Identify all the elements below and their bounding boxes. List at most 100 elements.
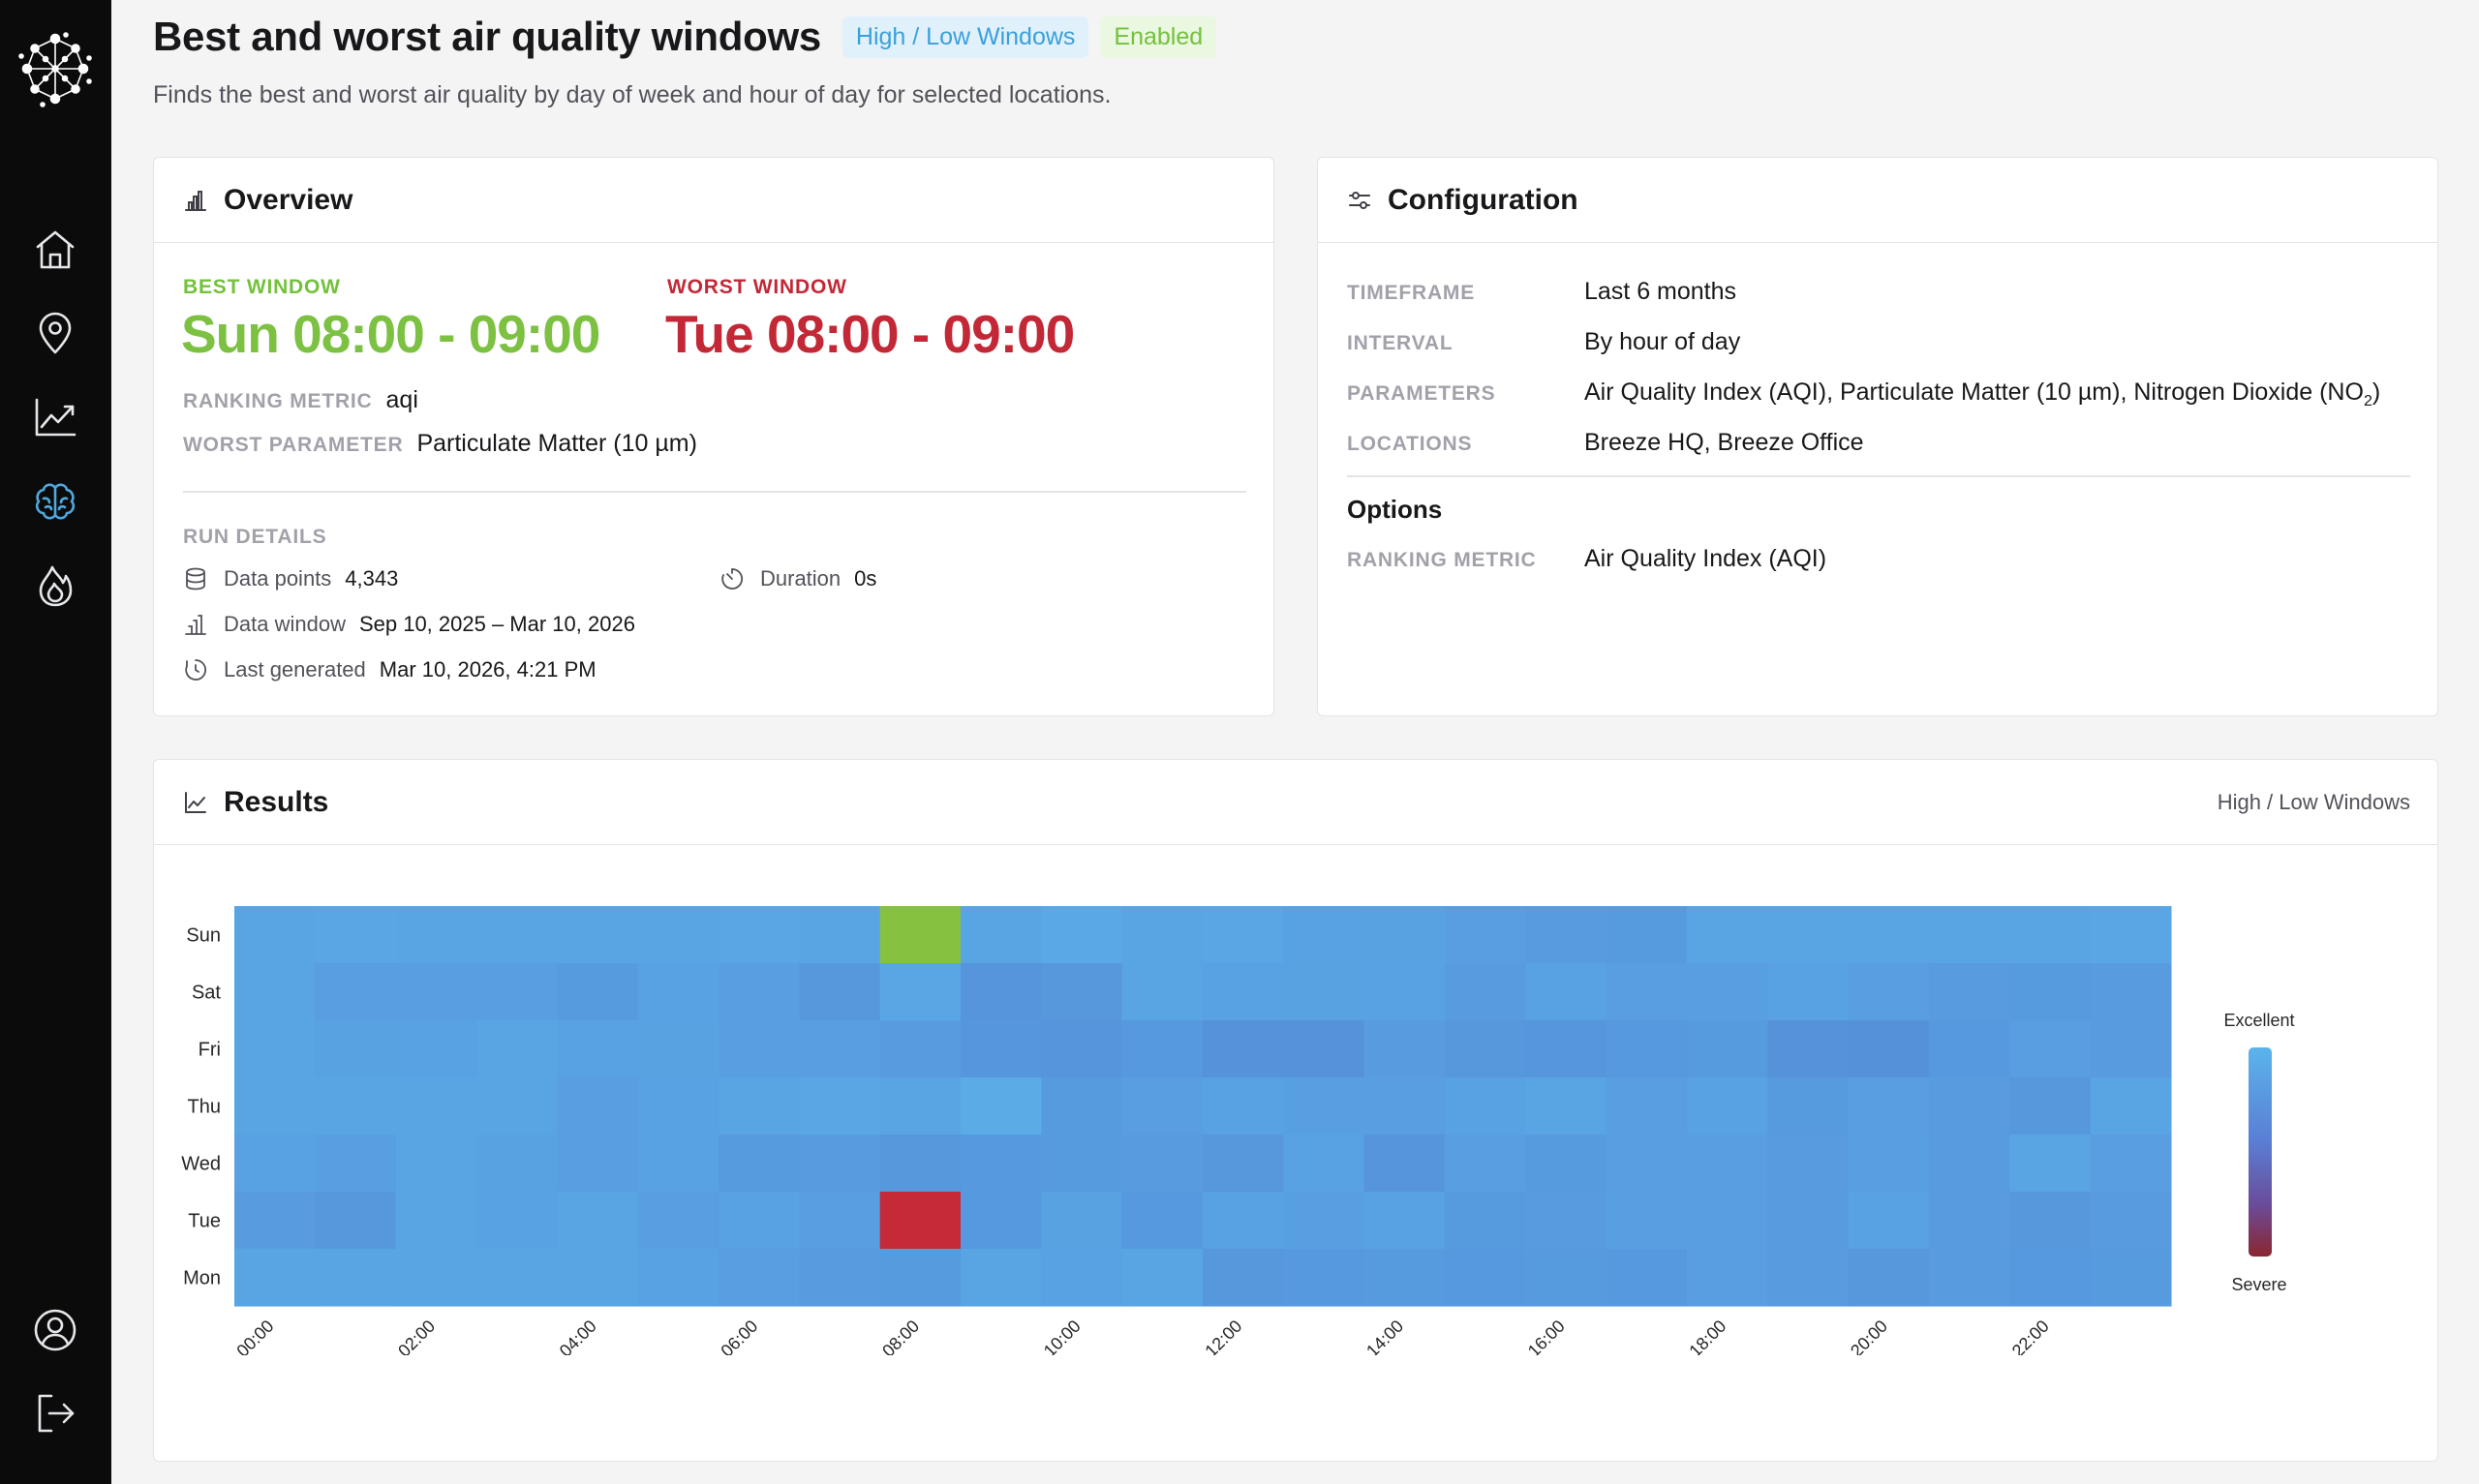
heatmap-cell[interactable] [1041,1249,1123,1307]
heatmap-cell[interactable] [960,1192,1042,1250]
heatmap-cell[interactable] [879,1020,962,1078]
heatmap-cell[interactable] [1525,1077,1607,1136]
heatmap-cell[interactable] [1525,1135,1607,1193]
heatmap-cell[interactable] [1928,1192,2010,1250]
heatmap-cell[interactable] [1686,1135,1768,1193]
heatmap-cell[interactable] [1525,1192,1607,1250]
heatmap-cell[interactable] [2009,1135,2092,1193]
heatmap-cell[interactable] [1444,1077,1526,1136]
heatmap-cell[interactable] [1525,1020,1607,1078]
heatmap-cell[interactable] [879,963,962,1021]
heatmap-cell[interactable] [879,906,962,964]
heatmap-cell[interactable] [960,906,1042,964]
heatmap-cell[interactable] [234,1077,316,1136]
heatmap-cell[interactable] [475,906,558,964]
nav-locations[interactable] [26,304,84,362]
heatmap-cell[interactable] [1606,1020,1688,1078]
heatmap-cell[interactable] [1121,963,1204,1021]
heatmap-cell[interactable] [1928,1135,2010,1193]
heatmap-cell[interactable] [395,1077,477,1136]
heatmap-cell[interactable] [2009,1077,2092,1136]
nav-insights[interactable] [26,472,84,530]
heatmap-cell[interactable] [395,1249,477,1307]
heatmap-cell[interactable] [1363,1077,1446,1136]
heatmap-cell[interactable] [1606,1249,1688,1307]
heatmap-cell[interactable] [557,1249,639,1307]
heatmap-cell[interactable] [234,1192,316,1250]
heatmap-cell[interactable] [1283,963,1365,1021]
heatmap-cell[interactable] [1928,1077,2010,1136]
heatmap-cell[interactable] [234,963,316,1021]
heatmap-cell[interactable] [637,1077,719,1136]
heatmap-cell[interactable] [1121,1135,1204,1193]
heatmap-cell[interactable] [1444,906,1526,964]
nav-home[interactable] [26,221,84,279]
nav-logout[interactable] [26,1384,84,1442]
heatmap-cell[interactable] [1363,1249,1446,1307]
heatmap-cell[interactable] [799,1077,881,1136]
heatmap-cell[interactable] [1928,963,2010,1021]
heatmap-cell[interactable] [2090,1135,2172,1193]
heatmap-cell[interactable] [1041,1192,1123,1250]
heatmap-cell[interactable] [718,1249,800,1307]
heatmap-cell[interactable] [960,963,1042,1021]
heatmap-cell[interactable] [1121,1020,1204,1078]
heatmap-cell[interactable] [1606,963,1688,1021]
heatmap-cell[interactable] [2009,963,2092,1021]
heatmap-cell[interactable] [557,963,639,1021]
heatmap-cell[interactable] [557,906,639,964]
heatmap-cell[interactable] [960,1077,1042,1136]
heatmap-cell[interactable] [557,1192,639,1250]
heatmap-cell[interactable] [637,1192,719,1250]
heatmap-cell[interactable] [2009,906,2092,964]
heatmap-cell[interactable] [234,906,316,964]
heatmap-cell[interactable] [1041,1135,1123,1193]
heatmap-cell[interactable] [1041,906,1123,964]
heatmap-cell[interactable] [395,963,477,1021]
heatmap-cell[interactable] [879,1249,962,1307]
heatmap-cell[interactable] [1848,1192,1930,1250]
heatmap-cell[interactable] [1606,1192,1688,1250]
heatmap-cell[interactable] [234,1249,316,1307]
heatmap-cell[interactable] [1283,1192,1365,1250]
nav-hotspots[interactable] [26,557,84,615]
heatmap-cell[interactable] [2090,963,2172,1021]
heatmap-cell[interactable] [1525,1249,1607,1307]
heatmap-cell[interactable] [1202,963,1284,1021]
heatmap-cell[interactable] [1363,963,1446,1021]
heatmap-cell[interactable] [1121,1249,1204,1307]
heatmap-cell[interactable] [315,1249,397,1307]
heatmap-cell[interactable] [1041,1077,1123,1136]
heatmap-cell[interactable] [799,906,881,964]
heatmap-cell[interactable] [2009,1020,2092,1078]
heatmap-cell[interactable] [1121,906,1204,964]
heatmap-cell[interactable] [395,906,477,964]
heatmap-cell[interactable] [637,1020,719,1078]
heatmap-cell[interactable] [1686,963,1768,1021]
heatmap-cell[interactable] [1928,1020,2010,1078]
heatmap-cell[interactable] [1444,1020,1526,1078]
heatmap-cell[interactable] [1444,1135,1526,1193]
heatmap-cell[interactable] [1283,1020,1365,1078]
heatmap-cell[interactable] [2090,1249,2172,1307]
heatmap-cell[interactable] [1606,1077,1688,1136]
heatmap-cell[interactable] [1767,1192,1850,1250]
heatmap-cell[interactable] [475,1135,558,1193]
heatmap-cell[interactable] [1848,1077,1930,1136]
heatmap-cell[interactable] [1686,1077,1768,1136]
heatmap-cell[interactable] [1121,1192,1204,1250]
heatmap-cell[interactable] [1686,1249,1768,1307]
heatmap-cell[interactable] [1283,1135,1365,1193]
heatmap-cell[interactable] [1202,1192,1284,1250]
heatmap-cell[interactable] [234,1020,316,1078]
heatmap-cell[interactable] [475,1249,558,1307]
heatmap-cell[interactable] [1363,906,1446,964]
heatmap-cell[interactable] [1202,1135,1284,1193]
heatmap-cell[interactable] [637,1135,719,1193]
heatmap-cell[interactable] [718,906,800,964]
heatmap-cell[interactable] [1525,963,1607,1021]
heatmap-cell[interactable] [1848,906,1930,964]
heatmap-cell[interactable] [1283,1077,1365,1136]
heatmap-cell[interactable] [475,1192,558,1250]
heatmap-cell[interactable] [718,963,800,1021]
